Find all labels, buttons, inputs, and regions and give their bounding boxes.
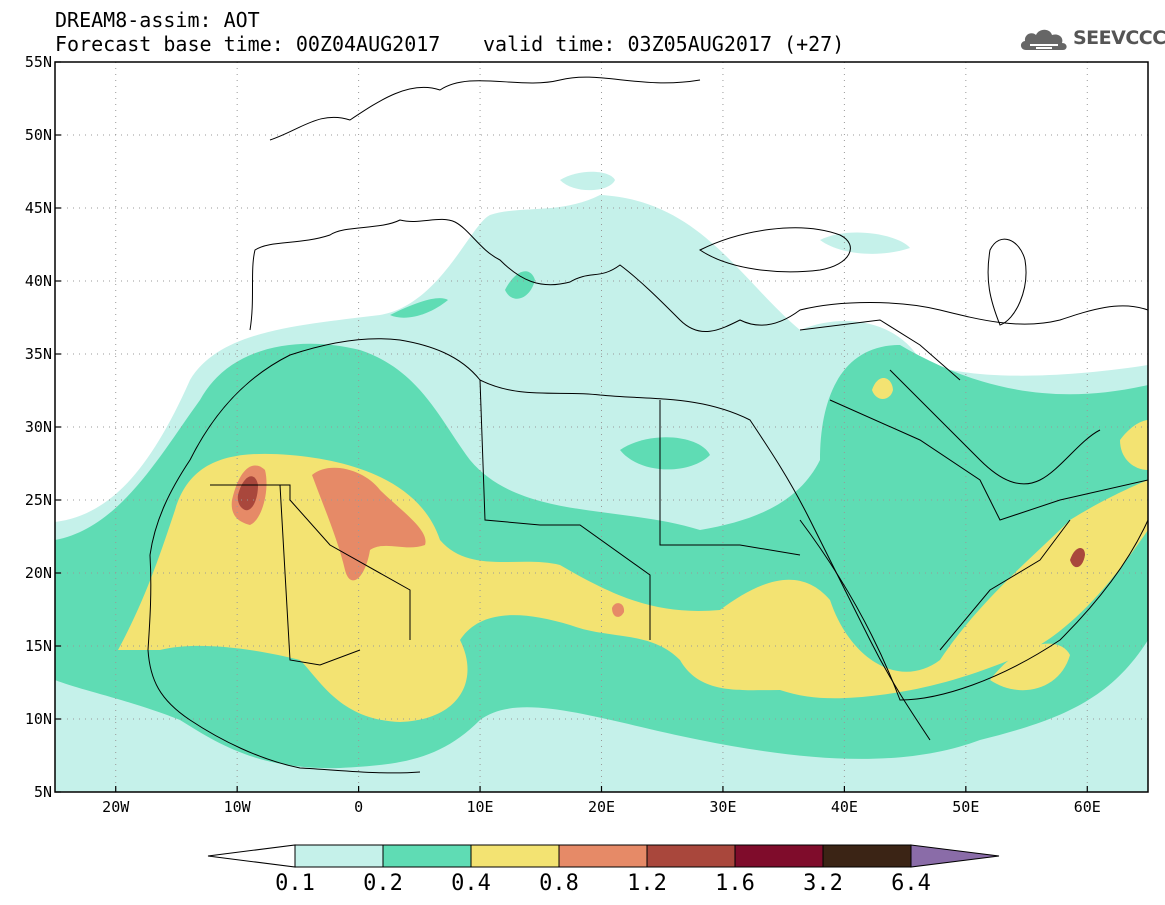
latitude-label: 45N [24, 199, 52, 217]
latitude-label: 10N [24, 710, 52, 728]
aot-level-0.4-oman [1120, 420, 1148, 470]
aot-level-0.2-cyprus [505, 271, 535, 299]
border-africa-4 [279, 484, 361, 666]
longitude-label: 20E [587, 798, 616, 816]
aot-level-0.8-small [612, 603, 625, 617]
aot-level-0.4-yemen [990, 643, 1070, 691]
aot-level-0.2-libya [620, 437, 710, 470]
colorbar-label: 0.2 [363, 871, 403, 896]
colorbar-bin [382, 844, 472, 868]
coastline-north-europe [269, 76, 701, 141]
longitude-label: 30E [709, 798, 737, 816]
latitude-label: 50N [24, 126, 52, 144]
latitude-label: 5N [33, 783, 52, 801]
colorbar-bin [470, 844, 560, 868]
longitude-label: 10W [223, 798, 251, 816]
colorbar-label: 0.1 [275, 871, 315, 896]
logo-text: SEEVCCC [1073, 27, 1165, 49]
colorbar-label: 3.2 [803, 871, 843, 896]
latitude-label: 55N [24, 53, 52, 71]
aot-level-1.2-oman [1070, 548, 1085, 568]
colorbar-label: 1.6 [715, 871, 755, 896]
border-arabia-2 [939, 519, 1071, 651]
colorbar-bin [822, 844, 912, 868]
colorbar-under-arrow [207, 844, 296, 868]
aot-level-0.1-north [560, 171, 615, 191]
colorbar-over-arrow [910, 844, 1000, 868]
coastline-west-africa [147, 554, 421, 774]
longitude-label: 0 [354, 798, 364, 816]
colorbar [207, 844, 1000, 868]
border-africa-1 [210, 484, 411, 640]
border-africa-3 [659, 400, 801, 556]
colorbar-bin [646, 844, 736, 868]
cloud-icon [1020, 29, 1067, 50]
latitude-label: 30N [24, 418, 52, 436]
latitude-label: 20N [24, 564, 52, 582]
border-africa-2 [479, 379, 651, 640]
longitude-label: 60E [1073, 798, 1101, 816]
coastline-caspian [987, 238, 1027, 326]
latitude-label: 40N [24, 272, 52, 290]
coastline-arabia [799, 519, 1148, 701]
colorbar-bin [558, 844, 648, 868]
colorbar-bin [734, 844, 824, 868]
coastline-gulf [889, 369, 1101, 485]
latitude-label: 25N [24, 491, 52, 509]
coastline-europe [249, 218, 1148, 333]
latitude-label: 35N [24, 345, 52, 363]
longitude-label: 10E [466, 798, 494, 816]
longitude-label: 40E [830, 798, 858, 816]
longitude-label: 50E [952, 798, 980, 816]
longitude-label: 20W [102, 798, 130, 816]
map-title: DREAM8-assim: AOT [55, 8, 260, 32]
valid-time: valid time: 03Z05AUG2017 (+27) [483, 32, 845, 56]
colorbar-bin [294, 844, 384, 868]
colorbar-label: 0.4 [451, 871, 491, 896]
latitude-label: 15N [24, 637, 52, 655]
colorbar-label: 6.4 [891, 871, 931, 896]
colorbar-label: 0.8 [539, 871, 579, 896]
aot-level-0.4-kuwait [872, 377, 893, 399]
border-arabia [829, 399, 1148, 521]
aot-level-0.2-sea [390, 298, 448, 318]
coastline-black-sea [699, 227, 851, 273]
aot-level-0.8 [312, 467, 426, 581]
colorbar-label: 1.2 [627, 871, 667, 896]
border-mideast [799, 319, 961, 381]
seevccc-logo: SEEVCCC [1018, 24, 1165, 54]
forecast-base-time: Forecast base time: 00Z04AUG2017 [55, 32, 441, 56]
aot-level-0.1-caspian [820, 232, 910, 254]
coastlines [147, 76, 1148, 774]
axis-ticks [55, 61, 1088, 793]
